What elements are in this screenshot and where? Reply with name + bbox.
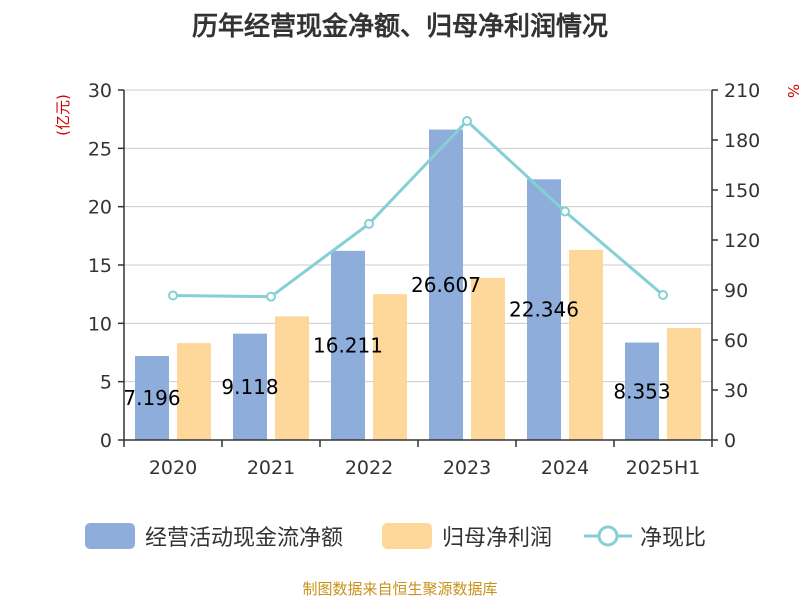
x-tick-label: 2021	[247, 457, 295, 479]
right-tick-label: 60	[724, 330, 748, 352]
right-tick-label: 120	[724, 230, 760, 252]
x-tick-label: 2023	[443, 457, 491, 479]
bar-operating-cashflow	[429, 129, 463, 440]
ratio-point	[364, 218, 374, 229]
bar-value-label: 7.196	[123, 386, 180, 410]
x-tick-label: 2020	[149, 457, 197, 479]
legend-swatch-operating-cashflow	[85, 523, 135, 549]
legend: 经营活动现金流净额 归母净利润 净现比	[0, 518, 800, 554]
left-axis-unit: (亿元)	[54, 94, 72, 136]
right-tick-label: 180	[724, 130, 760, 152]
bar-value-label: 16.211	[313, 333, 383, 357]
legend-swatch-net-profit	[382, 523, 432, 549]
ratio-point	[462, 116, 472, 126]
legend-item-cash-ratio[interactable]: 净现比	[582, 518, 706, 554]
right-tick-label: 210	[724, 80, 760, 102]
gridlines	[124, 89, 712, 383]
right-tick-label: 30	[724, 380, 748, 402]
right-tick-label: 0	[724, 430, 736, 452]
bar-net-profit	[569, 249, 603, 440]
bar-operating-cashflow	[135, 356, 169, 440]
bar-net-profit	[667, 328, 701, 440]
left-tick-label: 25	[88, 138, 112, 160]
left-tick-label: 30	[88, 80, 112, 102]
data-source-note: 制图数据来自恒生聚源数据库	[302, 580, 498, 598]
ratio-point	[168, 290, 178, 301]
bars	[135, 129, 701, 440]
data-labels: 7.196 9.118 16.211 26.607 22.346 8.353	[123, 273, 670, 410]
bar-value-label: 22.346	[509, 298, 579, 322]
ratio-point	[658, 290, 668, 300]
legend-line-marker-icon	[584, 525, 632, 547]
bar-net-profit	[177, 343, 211, 440]
right-tick-label: 90	[724, 280, 748, 302]
bar-operating-cashflow	[527, 179, 561, 440]
bar-net-profit	[373, 294, 407, 440]
bar-value-label: 9.118	[221, 375, 278, 399]
ratio-line	[168, 116, 668, 302]
right-axis-unit: %	[784, 84, 800, 98]
bar-operating-cashflow	[233, 333, 267, 440]
legend-label-net-profit: 归母净利润	[442, 526, 553, 551]
chart-area: 0 5 10 15 20 25 30 0 30 60 90 120 150 180 210 2020 2021 2…	[54, 80, 800, 479]
chart-title: 历年经营现金净额、归母净利润情况	[191, 12, 608, 42]
bar-operating-cashflow	[625, 342, 659, 440]
bar-net-profit	[471, 277, 505, 440]
x-tick-label: 2025H1	[626, 457, 701, 479]
ratio-polyline	[172, 118, 664, 299]
ratio-point	[560, 206, 570, 217]
left-tick-label: 15	[88, 255, 112, 277]
x-tick-label: 2024	[541, 457, 589, 479]
left-tick-label: 10	[88, 313, 112, 335]
legend-label-operating-cashflow: 经营活动现金流净额	[145, 526, 344, 551]
bar-operating-cashflow	[331, 250, 365, 440]
axes: 0 5 10 15 20 25 30 0 30 60 90 120 150 180 210 2020 2021 2…	[88, 80, 760, 479]
left-tick-label: 0	[100, 430, 112, 452]
legend-label-cash-ratio: 净现比	[640, 526, 707, 551]
bar-net-profit	[275, 316, 309, 440]
legend-item-net-profit[interactable]: 归母净利润	[382, 518, 552, 554]
ratio-point	[266, 291, 276, 302]
bar-value-label: 8.353	[613, 379, 670, 403]
bar-value-label: 26.607	[411, 273, 481, 297]
x-tick-label: 2022	[345, 457, 393, 479]
legend-item-operating-cashflow[interactable]: 经营活动现金流净额	[85, 518, 343, 554]
left-tick-label: 5	[100, 372, 112, 394]
right-tick-label: 150	[724, 180, 760, 202]
left-tick-label: 20	[88, 197, 112, 219]
